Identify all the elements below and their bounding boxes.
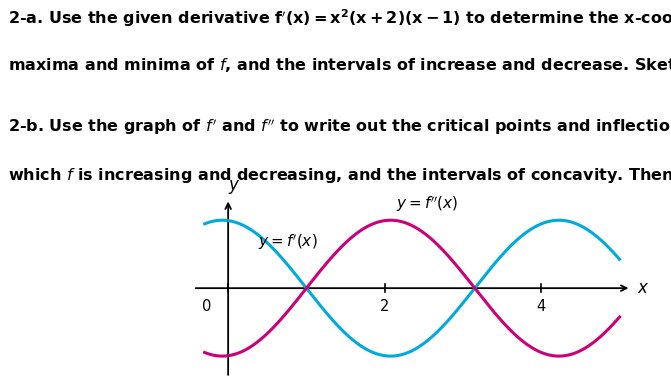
Text: maxima and minima of $f$, and the intervals of increase and decrease. Sketch a p: maxima and minima of $f$, and the interv…	[8, 56, 671, 75]
Text: $y$: $y$	[228, 178, 241, 196]
Text: $x$: $x$	[637, 279, 650, 297]
Text: $y = f'(x)$: $y = f'(x)$	[258, 232, 317, 252]
Text: $y = f''(x)$: $y = f''(x)$	[397, 194, 459, 214]
Text: which $f$ is increasing and decreasing, and the intervals of concavity. Then gra: which $f$ is increasing and decreasing, …	[8, 165, 671, 185]
Text: 4: 4	[537, 299, 546, 314]
Text: 2-a. Use the given derivative $\mathbf{f'(x) = x^2(x + 2)(x - 1)}$ to determine : 2-a. Use the given derivative $\mathbf{f…	[8, 7, 671, 29]
Text: 0: 0	[201, 299, 211, 314]
Text: 2: 2	[380, 299, 389, 314]
Text: 2-b. Use the graph of $f'$ and $f''$ to write out the critical points and inflec: 2-b. Use the graph of $f'$ and $f''$ to …	[8, 117, 671, 137]
